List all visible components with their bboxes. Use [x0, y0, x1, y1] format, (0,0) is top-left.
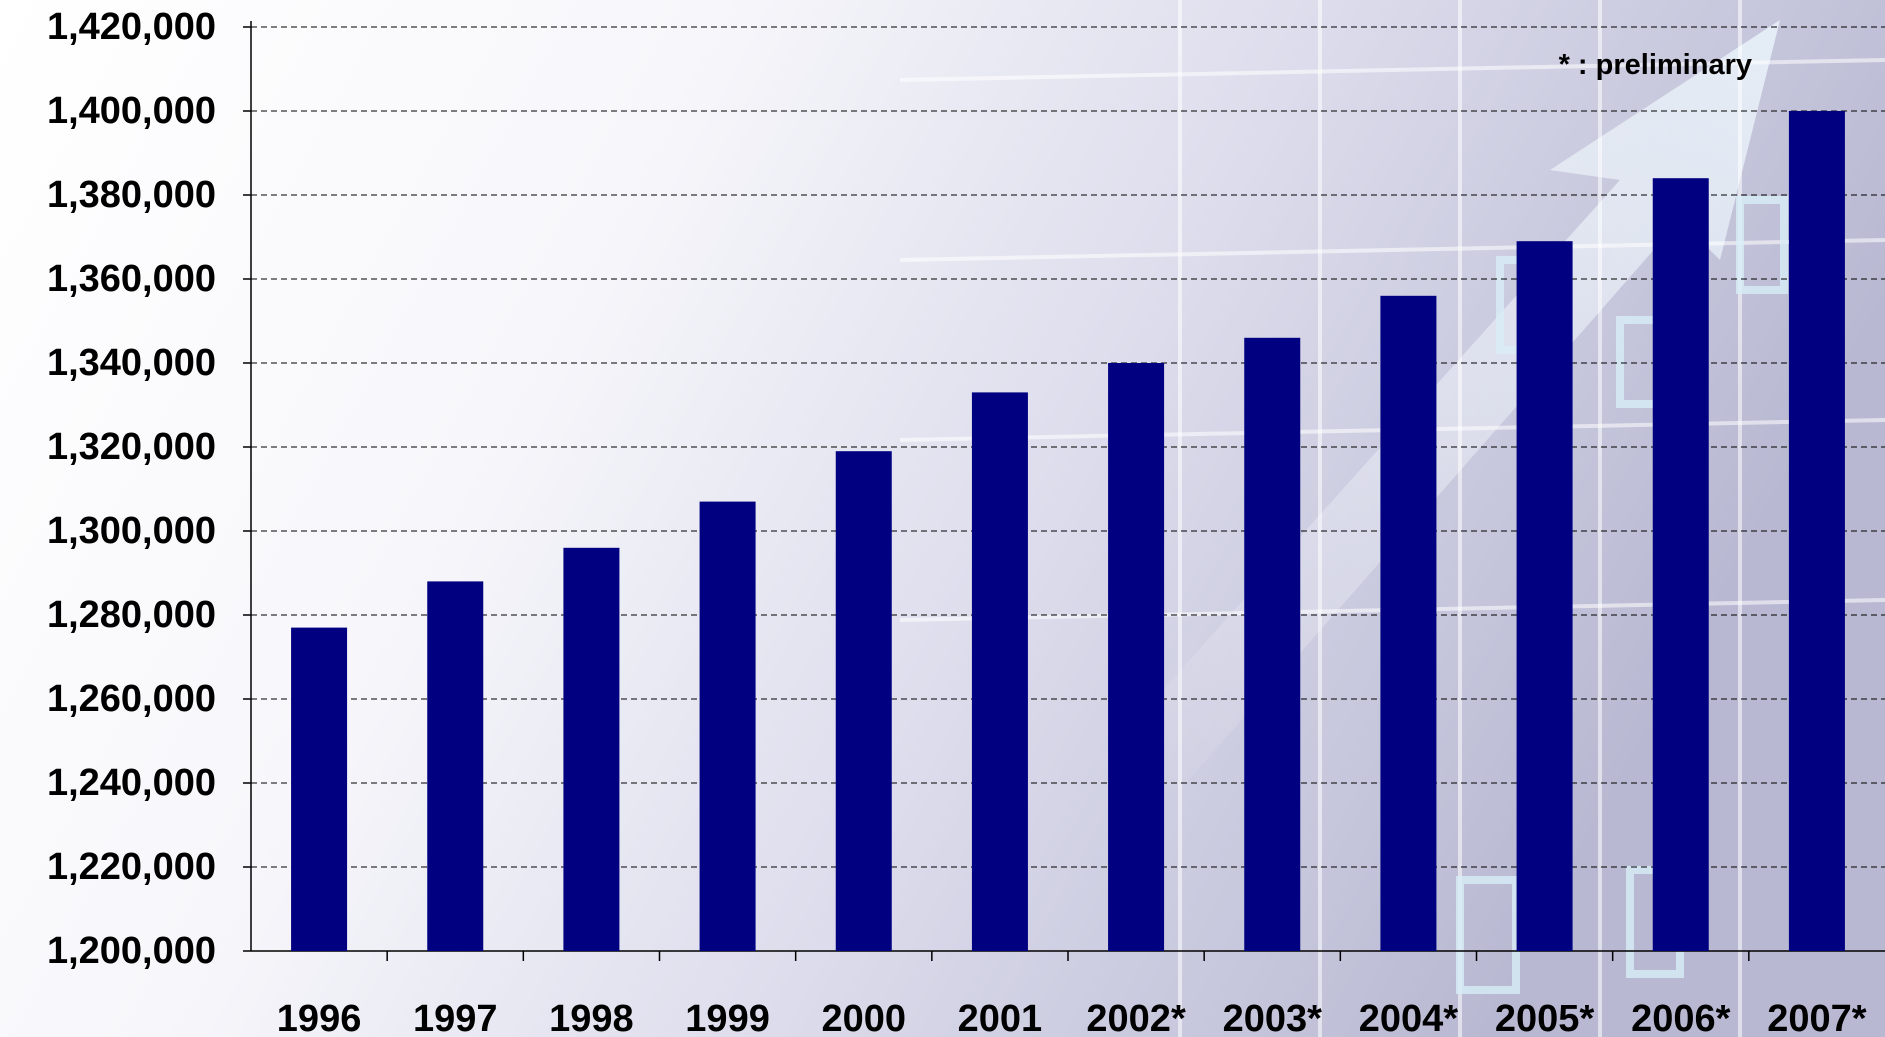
- preliminary-note: * : preliminary: [1559, 49, 1752, 81]
- bar: [835, 451, 892, 951]
- bar: [291, 627, 348, 951]
- x-tick-label: 2002*: [1086, 998, 1186, 1037]
- y-tick-label: 1,220,000: [47, 846, 216, 888]
- x-tick-label: 1997: [413, 998, 498, 1037]
- bar: [427, 581, 484, 951]
- x-tick-label: 1999: [685, 998, 770, 1037]
- x-tick-label: 2007*: [1767, 998, 1867, 1037]
- x-tick-label: 2005*: [1495, 998, 1595, 1037]
- y-tick-label: 1,420,000: [47, 6, 216, 48]
- y-tick-label: 1,200,000: [47, 930, 216, 972]
- x-tick-label: 2003*: [1223, 998, 1323, 1037]
- bar: [1108, 363, 1165, 951]
- bar: [971, 392, 1028, 951]
- tick-labels: 1,200,000 1,220,000 1,240,000 1,260,000 1,28…: [47, 6, 1867, 1037]
- y-tick-label: 1,400,000: [47, 90, 216, 132]
- y-tick-label: 1,360,000: [47, 258, 216, 300]
- x-tick-label: 2006*: [1631, 998, 1731, 1037]
- y-tick-label: 1,240,000: [47, 762, 216, 804]
- y-tick-label: 1,380,000: [47, 174, 216, 216]
- y-tick-label: 1,300,000: [47, 510, 216, 552]
- bar: [563, 547, 620, 951]
- x-tick-label: 1998: [549, 998, 634, 1037]
- y-tick-label: 1,340,000: [47, 342, 216, 384]
- y-tick-label: 1,280,000: [47, 594, 216, 636]
- x-tick-label: 2000: [821, 998, 906, 1037]
- bar: [1380, 295, 1437, 951]
- bar: [1652, 178, 1709, 951]
- x-tick-label: 2004*: [1359, 998, 1459, 1037]
- y-tick-label: 1,320,000: [47, 426, 216, 468]
- y-tick-label: 1,260,000: [47, 678, 216, 720]
- bar: [1244, 337, 1301, 951]
- axes: [243, 21, 1885, 961]
- bar: [1516, 241, 1573, 951]
- x-tick-label: 1996: [277, 998, 362, 1037]
- bar: [699, 501, 756, 951]
- bars: [291, 111, 1845, 951]
- bar: [1788, 111, 1845, 951]
- x-tick-label: 2001: [958, 998, 1043, 1037]
- gridlines: [251, 26, 1885, 868]
